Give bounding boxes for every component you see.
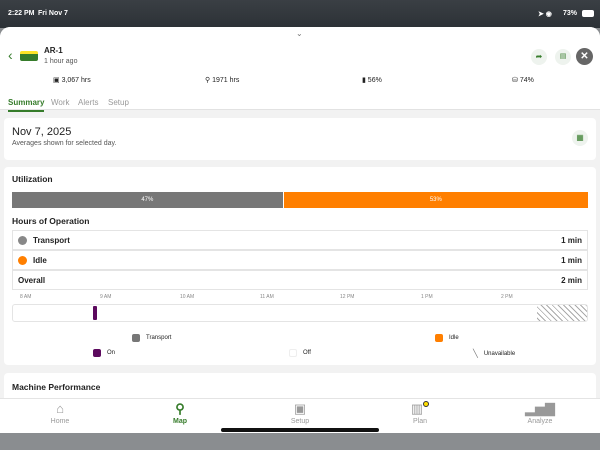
stat-value: 3,067 hrs [61, 77, 91, 84]
plan-icon: ▥ [360, 401, 480, 417]
unavailable-swatch: ╲ [473, 349, 478, 358]
back-chevron-icon[interactable]: ‹ [8, 47, 13, 63]
on-segment [93, 306, 97, 320]
transport-icon [18, 235, 27, 245]
last-seen: 1 hour ago [44, 58, 78, 65]
hours-title: Hours of Operation [12, 216, 90, 226]
idle-swatch [435, 334, 443, 342]
tick-label: 12 PM [340, 294, 355, 300]
row-value: 2 min [561, 275, 582, 285]
row-label: Overall [18, 275, 46, 285]
tab-work[interactable]: Work [51, 98, 70, 107]
row-label: Transport [33, 235, 70, 245]
status-date: Fri Nov 7 [38, 10, 68, 17]
stat-value: 74% [519, 77, 534, 84]
home-icon: ⌂ [56, 401, 64, 416]
stat-engine-hours: ▣ 3,067 hrs [53, 76, 91, 84]
unavailable-segment [537, 305, 587, 321]
tick-label: 9 AM [100, 294, 112, 300]
utilization-bar: 47% 53% [12, 192, 588, 208]
fuel-icon: ▮ [362, 77, 368, 84]
nav-home[interactable]: ⌂ Home [0, 399, 120, 425]
row-value: 1 min [561, 235, 582, 245]
legend-label: Off [303, 350, 311, 356]
tick-label: 2 PM [501, 294, 513, 300]
machine-name: AR-1 [44, 46, 63, 55]
compare-icon[interactable]: ▤ [555, 49, 571, 65]
wifi-icon: ➤ ◉ [538, 11, 552, 18]
table-row-overall: Overall 2 min [12, 270, 588, 290]
tick-label: 8 AM [20, 294, 32, 300]
home-indicator [221, 428, 379, 432]
utilization-title: Utilization [12, 174, 53, 184]
transport-swatch [132, 334, 140, 342]
nav-label: Plan [412, 418, 427, 425]
nav-label: Map [173, 418, 187, 425]
status-bar: 2:22 PM Fri Nov 7 ➤ ◉ 73% [0, 0, 600, 28]
separator-hours-icon: ⚲ [205, 77, 213, 84]
nav-label: Setup [290, 418, 310, 425]
activity-timeline [12, 304, 588, 322]
nav-label: Home [50, 418, 70, 425]
battery-level: 73% [563, 10, 578, 17]
engine-hours-icon: ▣ [53, 77, 62, 84]
battery-icon [582, 10, 594, 17]
row-label: Idle [33, 255, 47, 265]
table-row-idle: Idle 1 min [12, 250, 588, 270]
date-card: Nov 7, 2025 Averages shown for selected … [4, 118, 596, 160]
performance-title: Machine Performance [12, 382, 101, 392]
calendar-icon[interactable]: ▦ [572, 130, 588, 146]
legend-unavailable: ╲ Unavailable [473, 349, 515, 358]
tick-label: 10 AM [180, 294, 195, 300]
close-icon[interactable]: ✕ [576, 48, 593, 65]
stat-separator-hours: ⚲ 1971 hrs [205, 76, 239, 84]
legend-transport: Transport [132, 334, 171, 342]
legend-idle: Idle [435, 334, 459, 342]
selected-date: Nov 7, 2025 [12, 126, 72, 138]
stat-value: 1971 hrs [212, 77, 240, 84]
bottom-nav: ⌂ Home ⚲ Map ▣ Setup ▥ Plan ▂▅▇ Analyze [0, 398, 600, 433]
status-time: 2:22 PM [8, 10, 35, 17]
notification-dot [423, 401, 430, 407]
tab-setup[interactable]: Setup [108, 98, 129, 107]
legend-off: Off [289, 349, 311, 357]
machine-sheet: ⌄ ‹ AR-1 1 hour ago ➦ ▤ ✕ ▣ 3,067 hrs ⚲ … [0, 27, 600, 433]
tick-label: 11 AM [260, 294, 274, 300]
nav-map[interactable]: ⚲ Map [120, 399, 240, 425]
share-icon[interactable]: ➦ [531, 49, 547, 65]
machine-header: ⌄ ‹ AR-1 1 hour ago ➦ ▤ ✕ ▣ 3,067 hrs ⚲ … [0, 27, 600, 112]
tick-label: 1 PM [421, 294, 433, 300]
nav-plan[interactable]: ▥ Plan [360, 399, 480, 425]
analyze-icon: ▂▅▇ [525, 401, 555, 416]
map-pin-icon: ⚲ [175, 401, 185, 416]
nav-label: Analyze [527, 418, 553, 425]
idle-segment: 53% [283, 192, 588, 208]
stat-def: ⛁ 74% [512, 76, 534, 84]
nav-setup[interactable]: ▣ Setup [240, 399, 360, 425]
off-swatch [289, 349, 297, 357]
row-value: 1 min [561, 255, 582, 265]
stat-value: 56% [367, 77, 382, 84]
setup-icon: ▣ [293, 401, 307, 416]
legend-label: Unavailable [483, 350, 516, 357]
legend-label: Transport [146, 335, 172, 341]
tab-summary[interactable]: Summary [8, 98, 45, 112]
table-row-transport: Transport 1 min [12, 230, 588, 250]
legend-label: On [107, 350, 116, 356]
date-subtitle: Averages shown for selected day. [12, 140, 117, 147]
collapse-chevron-icon[interactable]: ⌄ [296, 29, 303, 38]
def-icon: ⛁ [512, 77, 520, 84]
machine-icon [20, 51, 38, 61]
legend-on: On [93, 349, 115, 357]
on-swatch [93, 349, 101, 357]
idle-icon [18, 255, 27, 265]
nav-analyze[interactable]: ▂▅▇ Analyze [480, 399, 600, 425]
tab-alerts[interactable]: Alerts [78, 98, 99, 107]
transport-segment: 47% [12, 192, 283, 208]
legend-label: Idle [449, 335, 459, 341]
stat-fuel: ▮ 56% [362, 76, 382, 84]
